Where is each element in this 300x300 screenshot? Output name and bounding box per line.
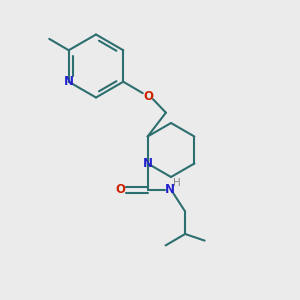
Text: O: O <box>116 183 126 196</box>
Text: O: O <box>143 90 153 103</box>
Text: N: N <box>64 75 74 88</box>
Text: N: N <box>142 157 153 170</box>
Text: H: H <box>173 178 181 188</box>
Text: N: N <box>165 183 175 196</box>
